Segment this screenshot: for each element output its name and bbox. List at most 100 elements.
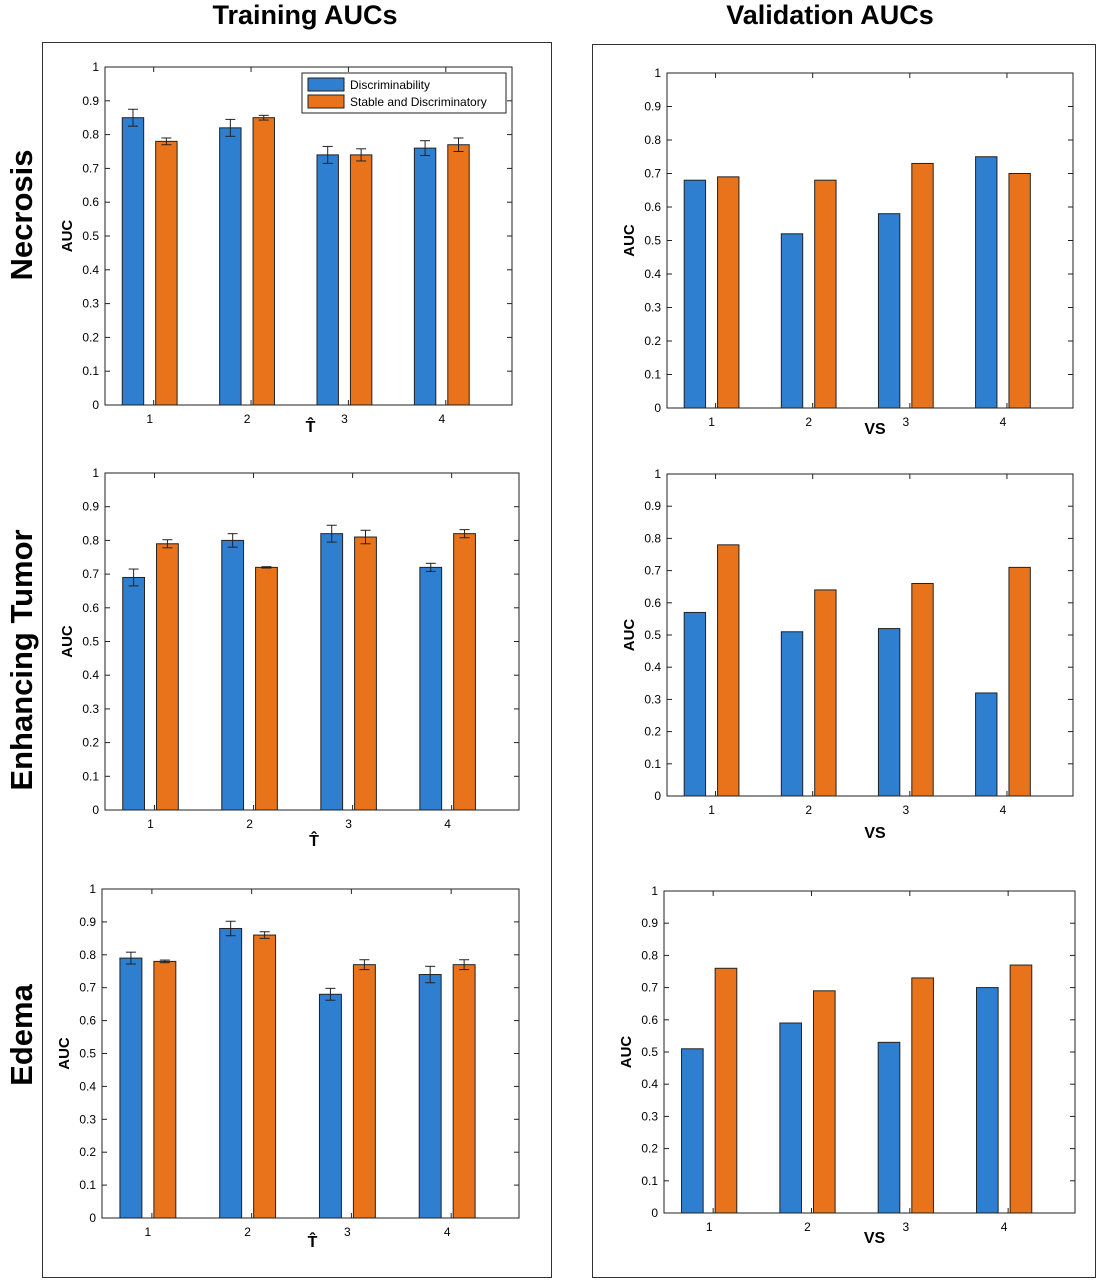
y-tick-label: 0.9 bbox=[82, 500, 99, 514]
x-tick-label: 4 bbox=[1000, 803, 1007, 817]
y-tick-label: 0.9 bbox=[644, 499, 661, 513]
bar-discriminability bbox=[780, 233, 804, 409]
y-axis-label: AUC bbox=[621, 619, 638, 652]
y-tick-label: 0.7 bbox=[644, 564, 661, 578]
x-tick-label: 3 bbox=[341, 412, 348, 426]
bar-discriminability bbox=[221, 539, 245, 811]
bar-discriminability bbox=[683, 611, 707, 797]
row-label-edema: Edema bbox=[4, 984, 39, 1086]
y-tick-label: 0.3 bbox=[82, 702, 99, 716]
chart-val-enhancing: 0 0.1 0.2 0.3 0.4 0.5 0.6 0.7 0.8 0.9 1 AUC 1 2 3 4 VS bbox=[621, 467, 1074, 842]
y-tick-label: 0.3 bbox=[82, 297, 99, 311]
x-tick-label: 1 bbox=[708, 415, 715, 429]
bar-stable-discriminatory bbox=[352, 964, 376, 1219]
y-tick-label: 0.7 bbox=[82, 161, 99, 175]
y-tick-label: 0.9 bbox=[82, 94, 99, 108]
y-tick-label: 0.4 bbox=[644, 660, 661, 674]
bar-discriminability bbox=[877, 1041, 901, 1214]
y-tick-label: 0.1 bbox=[644, 368, 661, 382]
chart-train-enhancing: 0 0.1 0.2 0.3 0.4 0.5 0.6 0.7 0.8 0.9 1 AUC 1 2 3 4 T̂ bbox=[59, 466, 520, 850]
x-tick-label: 4 bbox=[1000, 415, 1007, 429]
bar-discriminability bbox=[780, 631, 804, 797]
bar-stable-discriminatory bbox=[253, 934, 277, 1219]
y-axis-label: AUC bbox=[59, 625, 76, 658]
legend: Discriminability Stable and Discriminator… bbox=[301, 72, 507, 114]
y-tick-label: 0 bbox=[654, 789, 661, 803]
bar-discriminability bbox=[121, 117, 145, 406]
bar-discriminability bbox=[219, 927, 243, 1219]
row-label-necrosis: Necrosis bbox=[4, 149, 39, 281]
bar-stable-discriminatory bbox=[814, 179, 837, 409]
x-axis-label: VS bbox=[864, 825, 886, 842]
x-tick-label: 4 bbox=[444, 817, 451, 831]
y-tick-label: 0.8 bbox=[644, 531, 661, 545]
bar-discriminability bbox=[683, 179, 707, 409]
bar-stable-discriminatory bbox=[714, 967, 738, 1214]
bar-stable-discriminatory bbox=[717, 544, 740, 797]
y-tick-label: 0.5 bbox=[82, 229, 99, 243]
chart-train-necrosis: 0 0.1 0.2 0.3 0.4 0.5 0.6 0.7 0.8 0.9 1 AUC 1 2 3 4 T̂ Di… bbox=[59, 60, 513, 436]
y-tick-label: 1 bbox=[92, 466, 99, 480]
bar-stable-discriminatory bbox=[911, 977, 934, 1214]
chart-val-necrosis: 0 0.1 0.2 0.3 0.4 0.5 0.6 0.7 0.8 0.9 1 AUC 1 2 3 4 VS bbox=[621, 66, 1074, 438]
y-tick-label: 0.2 bbox=[644, 725, 661, 739]
chart-val-edema: 0 0.1 0.2 0.3 0.4 0.5 0.6 0.7 0.8 0.9 1 AUC 1 2 3 4 VS bbox=[618, 884, 1076, 1247]
x-tick-label: 3 bbox=[902, 415, 909, 429]
y-tick-label: 0.6 bbox=[82, 601, 99, 615]
y-tick-label: 0.1 bbox=[82, 769, 99, 783]
y-tick-label: 0.3 bbox=[641, 1109, 658, 1123]
y-tick-label: 0.1 bbox=[644, 757, 661, 771]
validation-aucs-title: Validation AUCs bbox=[726, 0, 934, 30]
bar-stable-discriminatory bbox=[1009, 964, 1033, 1214]
y-tick-label: 0.5 bbox=[641, 1045, 658, 1059]
y-tick-label: 0 bbox=[89, 1211, 96, 1225]
bar-stable-discriminatory bbox=[812, 990, 836, 1214]
x-tick-label: 2 bbox=[805, 415, 812, 429]
y-tick-label: 0.9 bbox=[644, 100, 661, 114]
x-tick-label: 1 bbox=[147, 817, 154, 831]
y-tick-label: 0.2 bbox=[82, 736, 99, 750]
x-tick-label: 2 bbox=[244, 1225, 251, 1239]
y-tick-label: 0.8 bbox=[82, 533, 99, 547]
y-tick-label: 0.6 bbox=[644, 596, 661, 610]
bar-discriminability bbox=[681, 1048, 704, 1214]
bar-discriminability bbox=[877, 213, 901, 409]
y-tick-label: 0.6 bbox=[82, 195, 99, 209]
y-tick-label: 0.5 bbox=[644, 234, 661, 248]
bar-discriminability bbox=[119, 957, 143, 1219]
y-tick-label: 0.7 bbox=[641, 981, 658, 995]
y-tick-label: 0.1 bbox=[641, 1174, 658, 1188]
y-tick-label: 0.7 bbox=[644, 167, 661, 181]
bar-stable-discriminatory bbox=[156, 543, 179, 811]
bar-stable-discriminatory bbox=[814, 589, 837, 797]
bar-discriminability bbox=[975, 156, 998, 409]
y-tick-label: 0.5 bbox=[79, 1047, 96, 1061]
y-tick-label: 1 bbox=[92, 60, 99, 74]
bar-discriminability bbox=[976, 987, 999, 1214]
bar-stable-discriminatory bbox=[255, 566, 278, 811]
legend-swatch bbox=[307, 94, 345, 109]
y-tick-label: 1 bbox=[654, 467, 661, 481]
y-tick-label: 1 bbox=[654, 66, 661, 80]
y-tick-label: 0.6 bbox=[644, 200, 661, 214]
bar-discriminability bbox=[316, 154, 339, 406]
x-tick-label: 2 bbox=[246, 817, 253, 831]
y-tick-label: 0.3 bbox=[79, 1112, 96, 1126]
x-tick-label: 2 bbox=[804, 1220, 811, 1234]
bar-stable-discriminatory bbox=[447, 144, 470, 406]
x-tick-label: 4 bbox=[444, 1225, 451, 1239]
y-tick-label: 0.1 bbox=[82, 364, 99, 378]
x-tick-label: 3 bbox=[902, 803, 909, 817]
validation-panel bbox=[592, 44, 1096, 1278]
y-axis-label: AUC bbox=[56, 1037, 73, 1070]
x-axis-label: T̂ bbox=[308, 1231, 318, 1251]
y-tick-label: 0.2 bbox=[79, 1145, 96, 1159]
y-tick-label: 0.6 bbox=[641, 1013, 658, 1027]
y-tick-label: 0 bbox=[92, 398, 99, 412]
x-tick-label: 2 bbox=[805, 803, 812, 817]
y-tick-label: 0.5 bbox=[82, 635, 99, 649]
y-tick-label: 0 bbox=[651, 1206, 658, 1220]
bar-discriminability bbox=[419, 566, 443, 811]
bar-stable-discriminatory bbox=[252, 117, 275, 406]
bar-stable-discriminatory bbox=[155, 140, 178, 406]
